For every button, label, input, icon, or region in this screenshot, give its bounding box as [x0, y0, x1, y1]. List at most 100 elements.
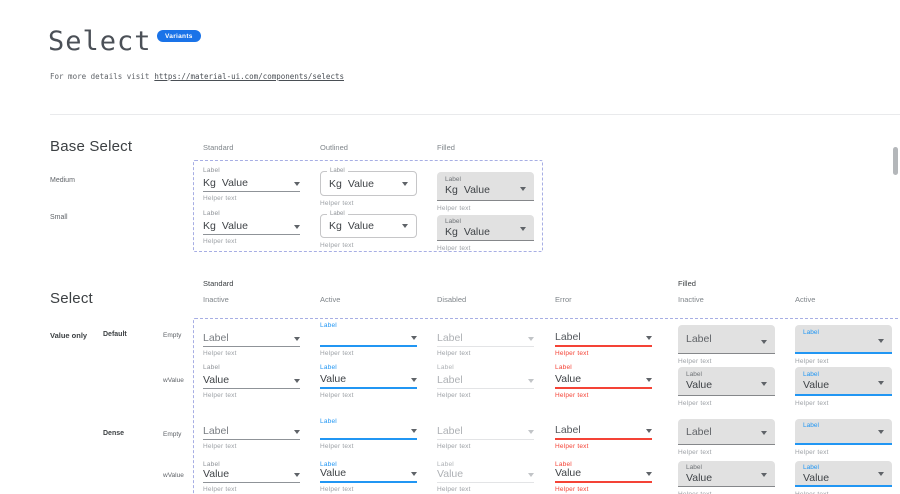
select-states-frame [193, 318, 900, 494]
select-standard-error-dense-empty: Label Helper text [555, 418, 652, 450]
select-control: Label [437, 374, 534, 389]
select-value: Value [555, 373, 582, 385]
select-placeholder: Label [437, 425, 463, 437]
dropdown-caret-icon [294, 379, 300, 383]
select-control[interactable]: Label [795, 419, 892, 445]
select-standard-inactive-dense-wvalue: Label Value Helper text [203, 461, 300, 493]
helper-text: Helper text [555, 486, 589, 493]
select-control[interactable]: Value [320, 467, 417, 483]
select-standard-inactive-empty: Label Helper text [203, 322, 300, 357]
select-filled-active-empty: Label Helper text [795, 325, 892, 365]
select-filled-small-control[interactable]: Label Kg Value [437, 215, 534, 241]
dropdown-caret-icon [528, 337, 534, 341]
row-label-empty: Empty [163, 332, 182, 339]
select-standard-disabled-wvalue: Label Label Helper text [437, 364, 534, 399]
helper-text: Helper text [203, 238, 237, 245]
select-control: Label [437, 425, 534, 440]
select-value: Value [221, 220, 248, 232]
select-filled-medium-control[interactable]: Label Kg Value [437, 172, 534, 201]
dropdown-caret-icon [294, 182, 300, 186]
select-placeholder: Label [555, 424, 581, 436]
select-value: Value [320, 373, 347, 385]
row-section-default: Default [103, 331, 127, 338]
helper-text: Helper text [437, 443, 471, 450]
select-label: Label [803, 371, 819, 378]
select-control: Label [437, 332, 534, 347]
select-value: Value [463, 226, 490, 238]
scrollbar-thumb[interactable] [893, 147, 898, 175]
select-control[interactable]: Label Value [795, 461, 892, 487]
select-control[interactable]: Label [203, 425, 300, 440]
state-header-disabled: Disabled [437, 295, 467, 304]
helper-text: Helper text [437, 245, 471, 252]
row-label-small: Small [50, 214, 68, 221]
helper-text: Helper text [320, 242, 354, 249]
select-standard-medium-control[interactable]: Kg Value [203, 177, 300, 192]
helper-text: Helper text [437, 350, 471, 357]
select-filled-inactive-empty: Label Helper text [678, 325, 775, 365]
helper-text: Helper text [678, 400, 712, 407]
select-control[interactable] [320, 332, 417, 347]
helper-text: Helper text [320, 200, 354, 207]
select-control[interactable] [320, 427, 417, 440]
details-link[interactable]: https://material-ui.com/components/selec… [154, 72, 344, 81]
select-placeholder: Label [203, 332, 229, 344]
column-header-filled: Filled [437, 143, 455, 152]
select-outlined-medium-control[interactable]: Label Kg Value [320, 168, 417, 196]
select-label: Label [327, 168, 348, 174]
select-control[interactable]: Label Value [795, 367, 892, 396]
dropdown-caret-icon [761, 431, 767, 435]
dropdown-caret-icon [761, 382, 767, 386]
select-adornment: Kg [329, 220, 342, 232]
select-control[interactable]: Value [555, 373, 652, 389]
dropdown-caret-icon [294, 430, 300, 434]
select-control[interactable]: Label [555, 424, 652, 440]
select-outlined-small: Label Kg Value Helper text [320, 211, 417, 249]
select-control[interactable]: Label [795, 325, 892, 354]
select-adornment: Kg [445, 226, 458, 238]
select-control[interactable]: Value [320, 373, 417, 389]
select-control[interactable]: Label [678, 419, 775, 445]
row-label-medium: Medium [50, 177, 75, 184]
select-standard-disabled-dense-wvalue: Label Value Helper text [437, 461, 534, 493]
helper-text: Helper text [795, 400, 829, 407]
select-control[interactable]: Value [203, 468, 300, 483]
select-control[interactable]: Value [555, 467, 652, 483]
dropdown-caret-icon [646, 429, 652, 433]
select-control[interactable]: Label Value [678, 367, 775, 396]
row-label-wvalue: wValue [163, 472, 184, 479]
select-control[interactable]: Label [203, 332, 300, 347]
select-control[interactable]: Value [203, 374, 300, 389]
dropdown-caret-icon [294, 473, 300, 477]
select-control[interactable]: Label [678, 325, 775, 354]
select-placeholder: Label [686, 425, 712, 438]
helper-text: Helper text [203, 443, 237, 450]
select-label: Label [203, 210, 220, 217]
select-standard-small-control[interactable]: Kg Value [203, 220, 300, 235]
select-standard-active-dense-wvalue: Label Value Helper text [320, 461, 417, 493]
helper-text: Helper text [678, 491, 775, 494]
helper-text: Helper text [678, 449, 712, 456]
column-header-outlined: Outlined [320, 143, 348, 152]
subtitle: For more details visit https://material-… [50, 72, 344, 81]
row-label-empty: Empty [163, 431, 182, 438]
select-value: Value [686, 379, 713, 391]
select-label: Label [803, 464, 819, 471]
dropdown-caret-icon [761, 473, 767, 477]
dropdown-caret-icon [294, 225, 300, 229]
row-group-value-only: Value only [50, 331, 88, 340]
select-placeholder: Label [555, 331, 581, 343]
group-header-standard: Standard [203, 279, 234, 288]
select-label: Label [320, 322, 337, 329]
select-value: Value [437, 468, 464, 480]
dropdown-caret-icon [878, 472, 884, 476]
select-adornment: Kg [445, 184, 458, 196]
state-header-inactive: Inactive [203, 295, 229, 304]
select-outlined-small-control[interactable]: Label Kg Value [320, 211, 417, 238]
dropdown-caret-icon [520, 227, 526, 231]
select-control[interactable]: Label Value [678, 461, 775, 487]
helper-text: Helper text [555, 443, 589, 450]
select-label: Label [686, 464, 702, 471]
select-filled-inactive-dense-empty: Label Helper text [678, 419, 775, 456]
select-control[interactable]: Label [555, 331, 652, 347]
